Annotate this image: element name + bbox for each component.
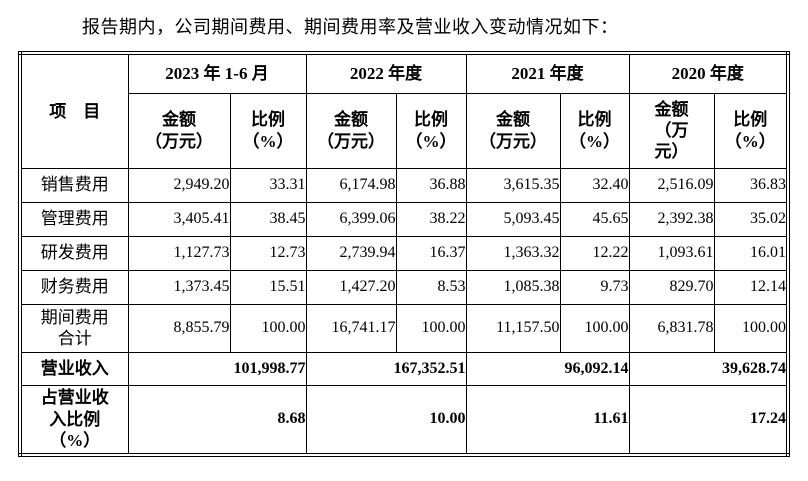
table-row-rd-expense: 研发费用 1,127.73 12.73 2,739.94 16.37 1,363…	[19, 235, 789, 271]
ratio-cell: 36.83	[713, 167, 789, 203]
amount-cell: 2,516.09	[628, 167, 715, 203]
ratio-cell: 16.01	[713, 235, 789, 271]
amount-cell: 6,174.98	[305, 167, 397, 203]
table-row-operating-revenue: 营业收入 101,998.77 167,352.51 96,092.14 39,…	[19, 351, 789, 386]
amount-cell: 3,405.41	[127, 201, 231, 237]
amount-cell: 6,831.78	[628, 303, 715, 353]
column-header-ratio-2021: 比例 （%）	[559, 92, 630, 169]
column-header-period-2023h1: 2023 年 1-6 月	[127, 52, 307, 94]
amount-cell: 11,157.50	[465, 303, 561, 353]
ratio-cell: 8.53	[395, 269, 467, 305]
amount-cell: 1,363.32	[465, 235, 561, 271]
table-row-finance-expense: 财务费用 1,373.45 15.51 1,427.20 8.53 1,085.…	[19, 269, 789, 305]
row-label: 管理费用	[19, 201, 129, 237]
column-header-amount-2020: 金额 （万 元）	[628, 92, 715, 169]
ratio-cell: 12.22	[559, 235, 630, 271]
column-header-ratio-2022: 比例 （%）	[395, 92, 467, 169]
ratio-cell: 100.00	[229, 303, 307, 353]
revenue-cell: 167,352.51	[305, 351, 467, 386]
amount-cell: 1,093.61	[628, 235, 715, 271]
amount-cell: 1,127.73	[127, 235, 231, 271]
column-header-item: 项 目	[19, 52, 129, 169]
column-header-amount-2023h1: 金额 （万元）	[127, 92, 231, 169]
ratio-cell: 32.40	[559, 167, 630, 203]
amount-cell: 8,855.79	[127, 303, 231, 353]
revenue-ratio-cell: 11.61	[465, 384, 630, 456]
ratio-cell: 100.00	[559, 303, 630, 353]
row-label: 占营业收 入比例 （%）	[19, 384, 129, 456]
period-expense-table: 项 目 2023 年 1-6 月 2022 年度 2021 年度 2020 年度…	[18, 51, 791, 457]
amount-cell: 2,949.20	[127, 167, 231, 203]
header-row-measures: 金额 （万元） 比例 （%） 金额 （万元） 比例 （%） 金额 （万元） 比例…	[20, 92, 789, 169]
ratio-cell: 38.22	[395, 201, 467, 237]
amount-cell: 1,373.45	[127, 269, 231, 305]
column-header-period-2021: 2021 年度	[465, 52, 630, 94]
revenue-ratio-cell: 17.24	[628, 384, 789, 456]
revenue-cell: 96,092.14	[465, 351, 630, 386]
column-header-ratio-2020: 比例 （%）	[713, 92, 789, 169]
ratio-cell: 15.51	[229, 269, 307, 305]
amount-cell: 1,085.38	[465, 269, 561, 305]
row-label: 营业收入	[19, 351, 129, 386]
column-header-period-2022: 2022 年度	[305, 52, 467, 94]
table-row-selling-expense: 销售费用 2,949.20 33.31 6,174.98 36.88 3,615…	[19, 167, 789, 203]
column-header-ratio-2023h1: 比例 （%）	[229, 92, 307, 169]
table-intro-text: 报告期内，公司期间费用、期间费用率及营业收入变动情况如下：	[82, 17, 619, 37]
amount-cell: 2,392.38	[628, 201, 715, 237]
ratio-cell: 45.65	[559, 201, 630, 237]
ratio-cell: 12.73	[229, 235, 307, 271]
ratio-cell: 100.00	[713, 303, 789, 353]
amount-cell: 5,093.45	[465, 201, 561, 237]
revenue-ratio-cell: 8.68	[127, 384, 307, 456]
header-row-periods: 项 目 2023 年 1-6 月 2022 年度 2021 年度 2020 年度	[19, 52, 789, 169]
ratio-cell: 35.02	[713, 201, 789, 237]
column-header-amount-2021: 金额 （万元）	[465, 92, 561, 169]
amount-cell: 829.70	[628, 269, 715, 305]
revenue-ratio-cell: 10.00	[305, 384, 467, 456]
ratio-cell: 9.73	[559, 269, 630, 305]
table-row-admin-expense: 管理费用 3,405.41 38.45 6,399.06 38.22 5,093…	[19, 201, 789, 237]
column-header-period-2020: 2020 年度	[628, 52, 789, 94]
amount-cell: 1,427.20	[305, 269, 397, 305]
table-row-total-period-expense: 期间费用 合计 8,855.79 100.00 16,741.17 100.00…	[19, 303, 789, 353]
ratio-cell: 33.31	[229, 167, 307, 203]
amount-cell: 2,739.94	[305, 235, 397, 271]
row-label: 财务费用	[19, 269, 129, 305]
row-label: 销售费用	[19, 167, 129, 203]
ratio-cell: 16.37	[395, 235, 467, 271]
amount-cell: 6,399.06	[305, 201, 397, 237]
row-label: 期间费用 合计	[19, 303, 129, 353]
column-header-amount-2022: 金额 （万元）	[305, 92, 397, 169]
ratio-cell: 100.00	[395, 303, 467, 353]
amount-cell: 16,741.17	[305, 303, 397, 353]
table-row-revenue-ratio: 占营业收 入比例 （%） 8.68 10.00 11.61 17.24	[19, 384, 789, 456]
ratio-cell: 36.88	[395, 167, 467, 203]
ratio-cell: 12.14	[713, 269, 789, 305]
revenue-cell: 101,998.77	[127, 351, 307, 386]
row-label: 研发费用	[19, 235, 129, 271]
amount-cell: 3,615.35	[465, 167, 561, 203]
ratio-cell: 38.45	[229, 201, 307, 237]
revenue-cell: 39,628.74	[628, 351, 789, 386]
